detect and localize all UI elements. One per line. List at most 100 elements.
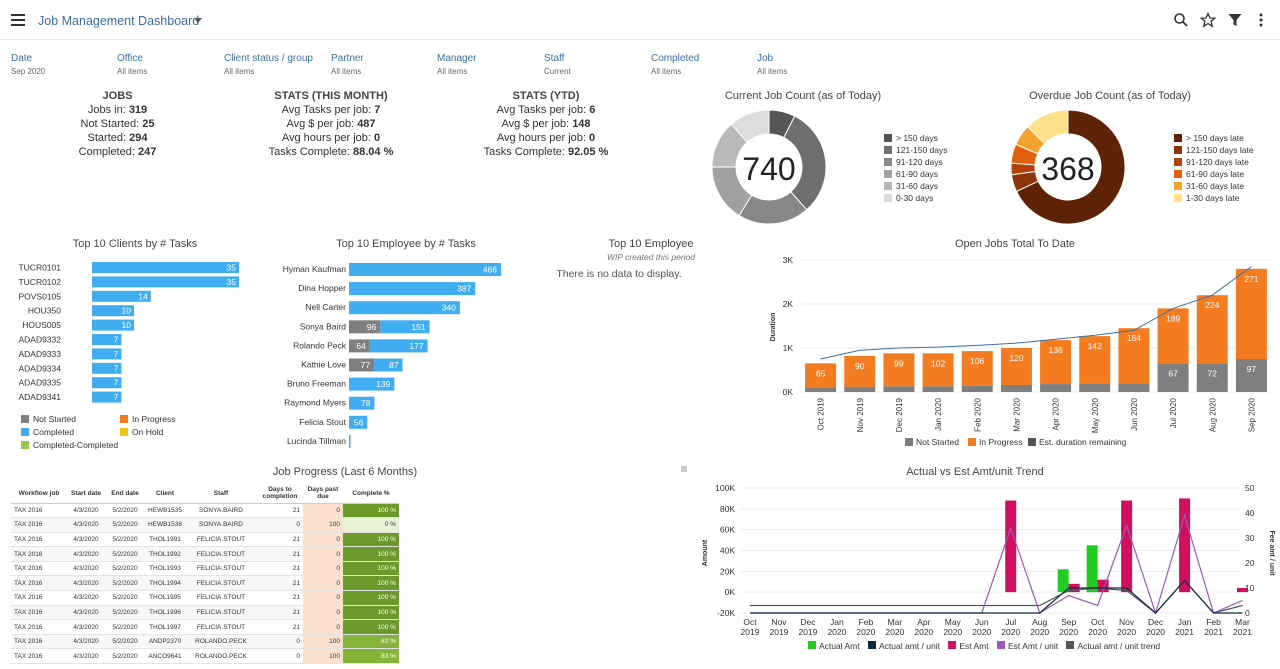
x-tick-label: Feb	[1206, 617, 1221, 627]
x-tick-label: Jun 2020	[1130, 397, 1139, 430]
legend-swatch	[1174, 182, 1182, 190]
client-bar	[92, 334, 122, 345]
table-cell: TAX 2016	[11, 532, 67, 548]
legend-swatch	[884, 158, 892, 166]
bar-in-progress	[961, 351, 993, 386]
table-row[interactable]: TAX 2016 4/3/2020 5/2/2020 HEWB1538 SONYA.BA…	[11, 517, 399, 533]
table-row[interactable]: TAX 2016 4/3/2020 5/2/2020 THOL1995 FELICIA.…	[11, 590, 399, 606]
table-cell: 5/2/2020	[105, 634, 145, 650]
client-bar	[92, 362, 122, 374]
bar-est-amt	[1005, 500, 1017, 593]
column-header[interactable]: Days to completion	[256, 484, 303, 504]
table-cell: 21	[256, 532, 303, 548]
column-header[interactable]: End date	[105, 484, 145, 504]
x-tick-label: Dec 2019	[895, 397, 904, 432]
x-tick-label-year: 2019	[741, 627, 760, 637]
client-bar-value: 7	[114, 378, 119, 388]
current-job-count-chart: 740 > 150 days 121-150 days 91-120 days 61-9…	[711, 109, 948, 225]
table-row[interactable]: TAX 2016 4/3/2020 5/2/2020 THOL1992 FELICIA.…	[11, 546, 399, 562]
table-cell: 0	[302, 590, 343, 606]
employee-label: Sonya Baird	[300, 321, 347, 331]
employee-bar-completed	[349, 263, 501, 276]
table-row[interactable]: TAX 2016 4/3/2020 5/2/2020 THOL1991 FELICIA.…	[11, 532, 399, 548]
table-row[interactable]: TAX 2016 4/3/2020 5/2/2020 ANCO9641 ROLANDO.…	[11, 648, 399, 665]
filter-client-status[interactable]: Client status / group All items	[224, 53, 313, 76]
table-cell: 5/2/2020	[105, 503, 145, 519]
client-bar-value: 14	[138, 291, 148, 301]
filter-icon[interactable]	[1227, 12, 1243, 28]
table-cell: ANCO9641	[145, 648, 185, 665]
table-cell: THOL1991	[145, 532, 185, 548]
bar-label-in-progress: 99	[894, 358, 904, 368]
legend-swatch	[968, 438, 976, 446]
table-cell: 4/3/2020	[67, 561, 105, 577]
legend-completed-completed: Completed-Completed	[21, 440, 118, 450]
table-cell: 21	[256, 546, 303, 562]
bar-label-in-progress: 189	[1166, 313, 1180, 323]
column-header[interactable]: Days past due	[302, 484, 343, 504]
client-bar-value: 10	[122, 320, 132, 330]
filter-job[interactable]: Job All items	[757, 53, 788, 76]
column-header[interactable]: Complete %	[342, 484, 399, 504]
legend-label: > 150 days	[896, 133, 938, 143]
column-header[interactable]: Client	[145, 484, 185, 504]
table-cell: ROLANDO.PECK	[184, 634, 257, 650]
y2-tick-label: 20	[1245, 558, 1255, 568]
employee-bar-value: 139	[376, 379, 390, 389]
x-tick-label-year: 2020	[972, 627, 991, 637]
filter-office[interactable]: Office All items	[117, 53, 148, 76]
bar-not-started	[961, 385, 993, 392]
x-tick-label: Mar	[888, 617, 903, 627]
bar-in-progress	[883, 353, 915, 387]
x-tick-label: Aug	[1032, 617, 1047, 627]
column-header[interactable]: Staff	[184, 484, 257, 504]
table-cell: 4/3/2020	[67, 648, 105, 665]
star-icon[interactable]	[1200, 12, 1216, 28]
bar-not-started	[1196, 363, 1228, 392]
filter-staff[interactable]: Staff Current	[544, 53, 571, 76]
y-tick-label: 100K	[715, 483, 735, 493]
y-tick-label: 3K	[783, 255, 794, 265]
table-row[interactable]: TAX 2016 4/3/2020 5/2/2020 THOL1996 FELICIA.…	[11, 605, 399, 621]
resize-handle[interactable]	[681, 466, 687, 472]
filter-partner[interactable]: Partner All items	[331, 53, 364, 76]
legend-swatch	[1174, 158, 1182, 166]
column-header[interactable]: Start date	[67, 484, 105, 504]
table-row[interactable]: TAX 2016 4/3/2020 5/2/2020 THOL1997 FELICIA.…	[11, 619, 399, 635]
x-tick-label: Dec	[800, 617, 816, 627]
table-cell: 0	[256, 648, 303, 665]
table-row[interactable]: TAX 2016 4/3/2020 5/2/2020 THOL1994 FELICIA.…	[11, 575, 399, 592]
page-title[interactable]: Job Management Dashboard	[38, 14, 200, 28]
bar-est-amt	[1097, 579, 1109, 593]
legend-in-progress: In Progress	[120, 414, 175, 424]
column-header[interactable]: Workflow job	[11, 484, 67, 504]
bar-in-progress	[805, 363, 837, 388]
table-cell: 83 %	[342, 648, 399, 665]
table-row[interactable]: TAX 2016 4/3/2020 5/2/2020 THOL1993 FELICIA.…	[11, 561, 399, 577]
top-bar: Job Management Dashboard	[0, 0, 1280, 40]
table-cell: 0	[302, 605, 343, 621]
menu-icon[interactable]	[11, 14, 25, 26]
table-row[interactable]: TAX 2016 4/3/2020 5/2/2020 HEWB1535 SONYA.BA…	[11, 503, 399, 519]
x-tick-label: Jun	[975, 617, 989, 627]
search-icon[interactable]	[1173, 12, 1189, 28]
filter-date[interactable]: Date Sep 2020	[11, 53, 46, 76]
bar-not-started	[1157, 363, 1189, 392]
employee-label: Kathie Love	[301, 360, 346, 370]
filter-completed[interactable]: Completed All items	[651, 53, 700, 76]
more-vert-icon[interactable]	[1253, 12, 1269, 28]
x-tick-label: Nov 2019	[856, 397, 865, 432]
legend-est-amt: Est Amt	[942, 641, 989, 651]
employee-bar-value: 56	[354, 417, 364, 427]
filter-manager[interactable]: Manager All items	[437, 53, 477, 76]
bar-label-in-progress: 142	[1088, 341, 1102, 351]
legend-label: 31-60 days	[896, 181, 938, 191]
table-row[interactable]: TAX 2016 4/3/2020 5/2/2020 ANDP2370 ROLANDO.…	[11, 634, 399, 650]
chevron-down-icon[interactable]	[194, 18, 202, 23]
client-bar-value: 7	[114, 392, 119, 402]
client-label: ADAD9335	[18, 378, 61, 388]
table-cell: 5/2/2020	[105, 517, 145, 533]
x-tick-label: Jul 2020	[1169, 397, 1178, 428]
table-cell: 5/2/2020	[105, 532, 145, 548]
employee-bar-completed	[349, 301, 460, 315]
